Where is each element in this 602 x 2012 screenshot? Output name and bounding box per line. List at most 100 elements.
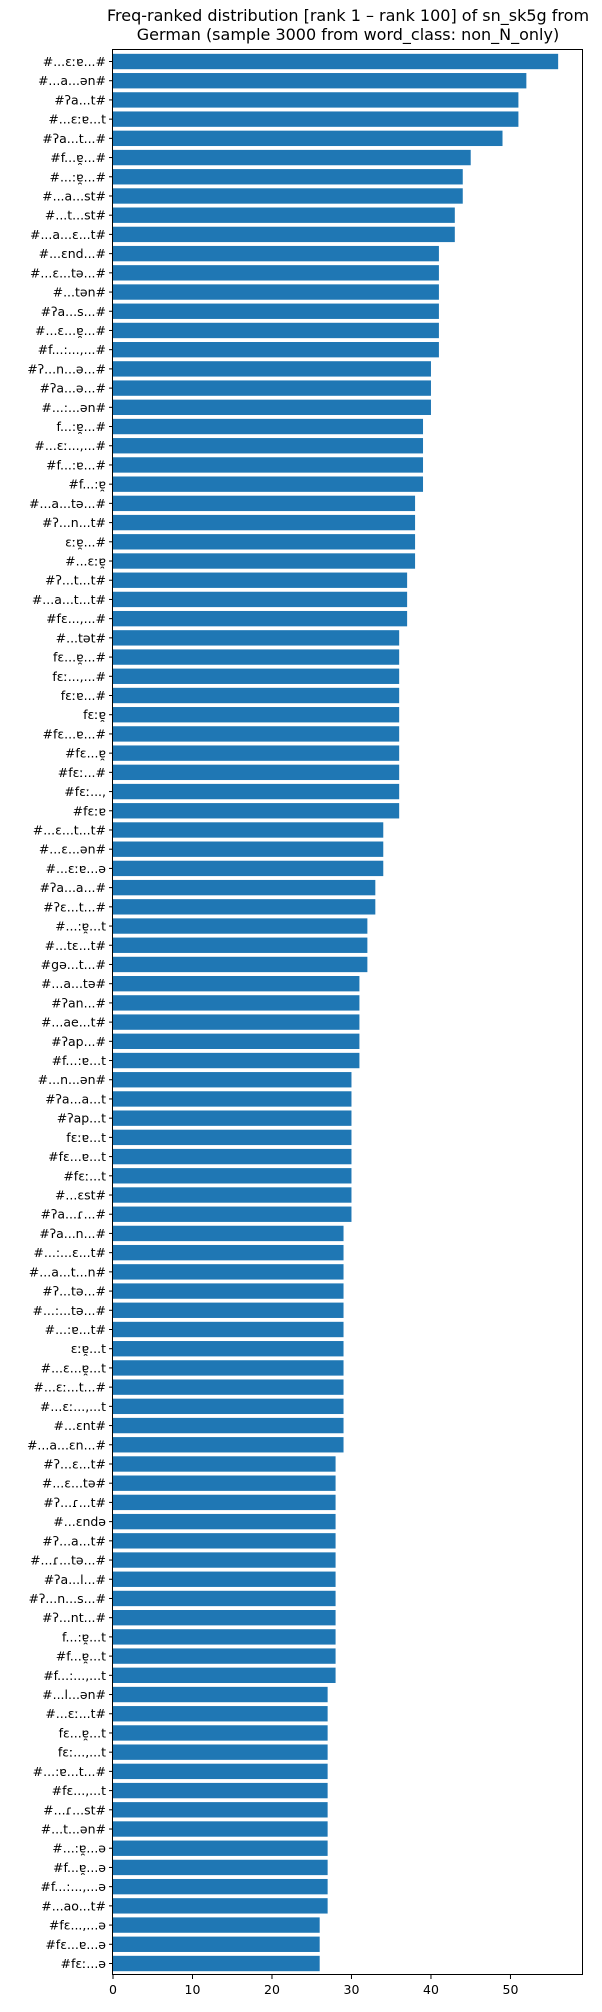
y-tick-label-5: #ʔa...t...# (42, 131, 106, 146)
bar-30 (113, 610, 408, 627)
y-tick-label-18: #ʔa...ə...# (39, 381, 106, 396)
bar-97 (113, 1898, 328, 1914)
bar-91 (113, 1782, 328, 1799)
x-tick-label-10: 10 (185, 1982, 201, 1997)
bar-15 (113, 322, 439, 339)
x-tick-label-0: 0 (109, 1982, 117, 1997)
bar-69 (113, 1360, 344, 1376)
bar-56 (113, 1110, 352, 1126)
bar-8 (113, 188, 463, 204)
y-tick-label-73: #...a...ɛn...# (27, 1437, 106, 1452)
y-tick-label-63: #...:...ɛ...t# (33, 1245, 106, 1260)
bar-95 (113, 1859, 328, 1876)
bar-3 (113, 92, 519, 108)
bar-32 (113, 649, 400, 665)
y-tick-label-1: #...ɛːɐ...# (43, 54, 106, 69)
y-tick-label-28: #ʔ...t...t# (45, 573, 106, 588)
y-tick-label-27: #...ɛːɐ̯ (65, 554, 106, 569)
bar-48 (113, 956, 368, 973)
x-tick-label-40: 40 (423, 1982, 439, 1997)
bar-85 (113, 1667, 336, 1683)
bar-83 (113, 1629, 336, 1645)
y-tick-label-93: #...t...ən# (41, 1822, 106, 1837)
y-tick-label-56: #ʔap...t (57, 1111, 106, 1126)
y-tick-label-64: #...a...t...n# (29, 1264, 106, 1279)
bar-25 (113, 514, 416, 531)
y-tick-label-22: #f...:ɐ...# (46, 457, 106, 472)
y-tick-label-49: #...a...tə# (41, 976, 106, 991)
bar-24 (113, 495, 416, 512)
bar-76 (113, 1494, 336, 1511)
bar-90 (113, 1763, 328, 1780)
bar-50 (113, 995, 360, 1011)
y-tick-labels: #...ɛːɐ...# #...a...ən# #ʔa...t# #...ɛːɐ...… (27, 54, 113, 1971)
bar-62 (113, 1225, 344, 1242)
y-tick-label-60: #...ɛst# (55, 1188, 106, 1203)
y-tick-label-15: #...ɛ...ɐ̯...# (35, 323, 106, 338)
y-tick-label-83: f...:ɐ̯...t (62, 1629, 106, 1644)
y-tick-label-7: #...:ɐ̯...# (49, 169, 106, 184)
y-tick-label-95: #f...ɐ̯...ə (53, 1860, 106, 1875)
bar-67 (113, 1321, 344, 1338)
bar-78 (113, 1533, 336, 1549)
bar-70 (113, 1379, 344, 1395)
bar-17 (113, 361, 431, 377)
y-tick-label-91: #fɛ...,...t (52, 1783, 106, 1798)
bar-38 (113, 764, 400, 781)
y-tick-label-46: #...:ɐ̯...t (55, 919, 106, 934)
bar-43 (113, 860, 384, 877)
x-tick-label-20: 20 (264, 1982, 280, 1997)
y-tick-label-13: #...tən# (53, 285, 106, 300)
bar-41 (113, 822, 384, 838)
bar-74 (113, 1456, 336, 1472)
y-tick-label-85: #f...:...,...t (43, 1668, 106, 1683)
bar-14 (113, 303, 439, 319)
x-axis: 0 10 20 30 40 50 (109, 1974, 518, 1997)
y-tick-label-39: #fɛː..., (64, 784, 106, 799)
bar-59 (113, 1168, 352, 1184)
bar-79 (113, 1552, 336, 1568)
bar-22 (113, 457, 424, 473)
y-tick-label-50: #ʔan...# (51, 995, 106, 1010)
bar-96 (113, 1878, 328, 1895)
y-tick-label-19: #...:...ən# (41, 400, 106, 415)
y-tick-label-79: #...ɾ...tə...# (30, 1553, 106, 1568)
y-tick-label-26: ɛːɐ̯...# (65, 534, 106, 549)
bar-98 (113, 1917, 320, 1933)
bar-7 (113, 169, 463, 185)
y-tick-label-44: #ʔa...a...# (40, 880, 107, 895)
y-tick-label-92: #...ɾ...st# (43, 1802, 106, 1817)
bar-65 (113, 1283, 344, 1299)
bar-72 (113, 1417, 344, 1434)
y-tick-label-29: #...a...t...t# (32, 592, 106, 607)
y-tick-label-74: #ʔ...ɛ...t# (43, 1456, 106, 1471)
y-tick-label-12: #...ɛ...tə...# (30, 265, 106, 280)
y-tick-label-54: #...n...ən# (38, 1072, 106, 1087)
y-tick-label-97: #...ao...t# (41, 1898, 106, 1913)
bar-57 (113, 1129, 352, 1146)
y-tick-label-89: fɛː...,...t (58, 1745, 106, 1760)
y-tick-label-52: #ʔap...# (51, 1034, 106, 1049)
chart-title-line-2: German (sample 3000 from word_class: non… (137, 25, 559, 45)
y-tick-label-35: fɛːɐ̯ (83, 707, 106, 722)
y-tick-label-36: #fɛ...ɐ...# (43, 726, 106, 741)
y-tick-label-51: #...ae...t# (41, 1015, 106, 1030)
y-tick-label-2: #...a...ən# (38, 73, 106, 88)
bar-63 (113, 1244, 344, 1261)
bar-73 (113, 1437, 344, 1453)
bar-28 (113, 572, 408, 588)
y-tick-label-10: #...a...ɛ...t# (30, 227, 106, 242)
bar-21 (113, 438, 424, 454)
y-tick-label-87: #...ɛː...t# (45, 1706, 106, 1721)
y-tick-label-55: #ʔa...a...t (45, 1091, 106, 1106)
x-tick-label-30: 30 (344, 1982, 360, 1997)
y-tick-label-80: #ʔa...l...# (44, 1572, 106, 1587)
y-tick-label-24: #...a...tə...# (29, 496, 106, 511)
y-tick-label-61: #ʔa...ɾ...# (41, 1207, 106, 1222)
bar-89 (113, 1744, 328, 1760)
bar-100 (113, 1955, 320, 1972)
y-tick-label-8: #...a...st# (42, 188, 106, 203)
bar-82 (113, 1610, 336, 1626)
bar-84 (113, 1648, 336, 1664)
bar-6 (113, 149, 471, 166)
